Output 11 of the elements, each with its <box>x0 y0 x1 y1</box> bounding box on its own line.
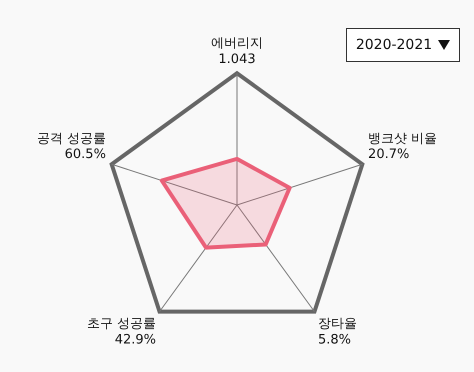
text: 5.8% <box>318 332 352 348</box>
text: 2020-2021 <box>356 37 432 53</box>
spoke-label: 초구 성공률 <box>86 316 156 332</box>
text: 60.5% <box>64 146 106 162</box>
text: 20.7% <box>368 146 410 162</box>
spoke-label: 뱅크샷 비율 <box>368 131 438 146</box>
spoke-label: 장타율 <box>318 316 357 332</box>
spoke-label: 에버리지 <box>211 36 263 52</box>
text: 1.043 <box>218 52 256 67</box>
text: 42.9% <box>114 332 156 348</box>
spoke-label: 공격 성공률 <box>36 131 106 146</box>
